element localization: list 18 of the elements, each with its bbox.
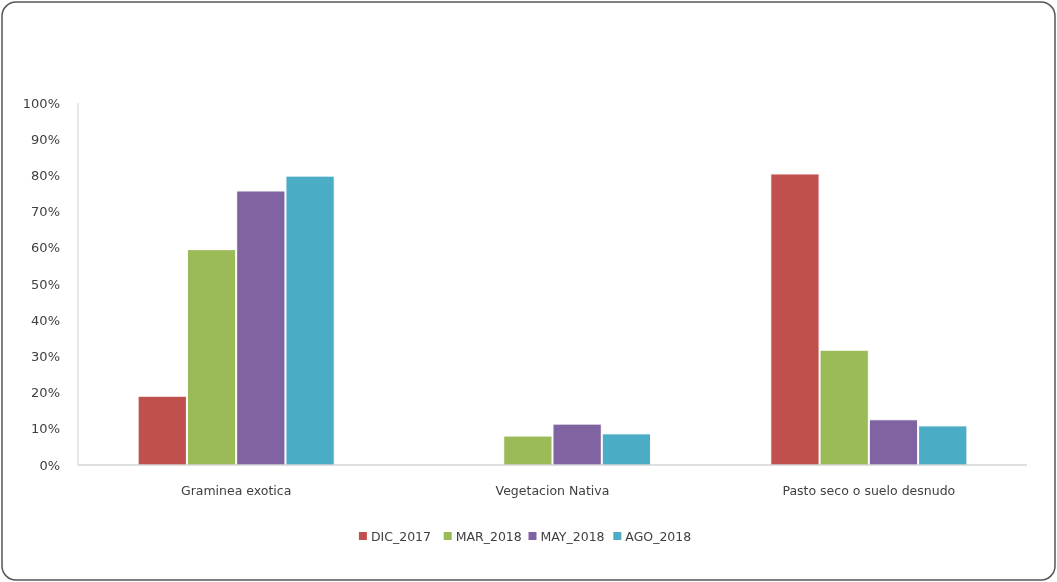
y-tick-label: 80% xyxy=(31,167,60,183)
y-tick-label: 90% xyxy=(31,131,60,147)
x-tick-label: Pasto seco o suelo desnudo xyxy=(782,483,956,498)
y-tick-label: 30% xyxy=(31,348,60,364)
y-tick-label: 60% xyxy=(31,240,60,256)
y-tick-label: 40% xyxy=(31,312,60,328)
legend-label: DIC_2017 xyxy=(370,529,432,545)
y-tick-label: 20% xyxy=(31,385,60,401)
legend-label: MAR_2018 xyxy=(455,529,522,545)
x-tick-label: Vegetacion Nativa xyxy=(495,483,610,498)
legend-label: AGO_2018 xyxy=(625,529,692,545)
y-tick-label: 70% xyxy=(31,204,60,220)
x-tick-label: Graminea exotica xyxy=(180,483,292,498)
y-tick-label: 10% xyxy=(31,421,60,437)
y-tick-label: 0% xyxy=(39,457,60,473)
y-tick-label: 100% xyxy=(22,95,60,111)
legend-label: MAY_2018 xyxy=(540,529,605,545)
y-tick-label: 50% xyxy=(31,276,60,292)
